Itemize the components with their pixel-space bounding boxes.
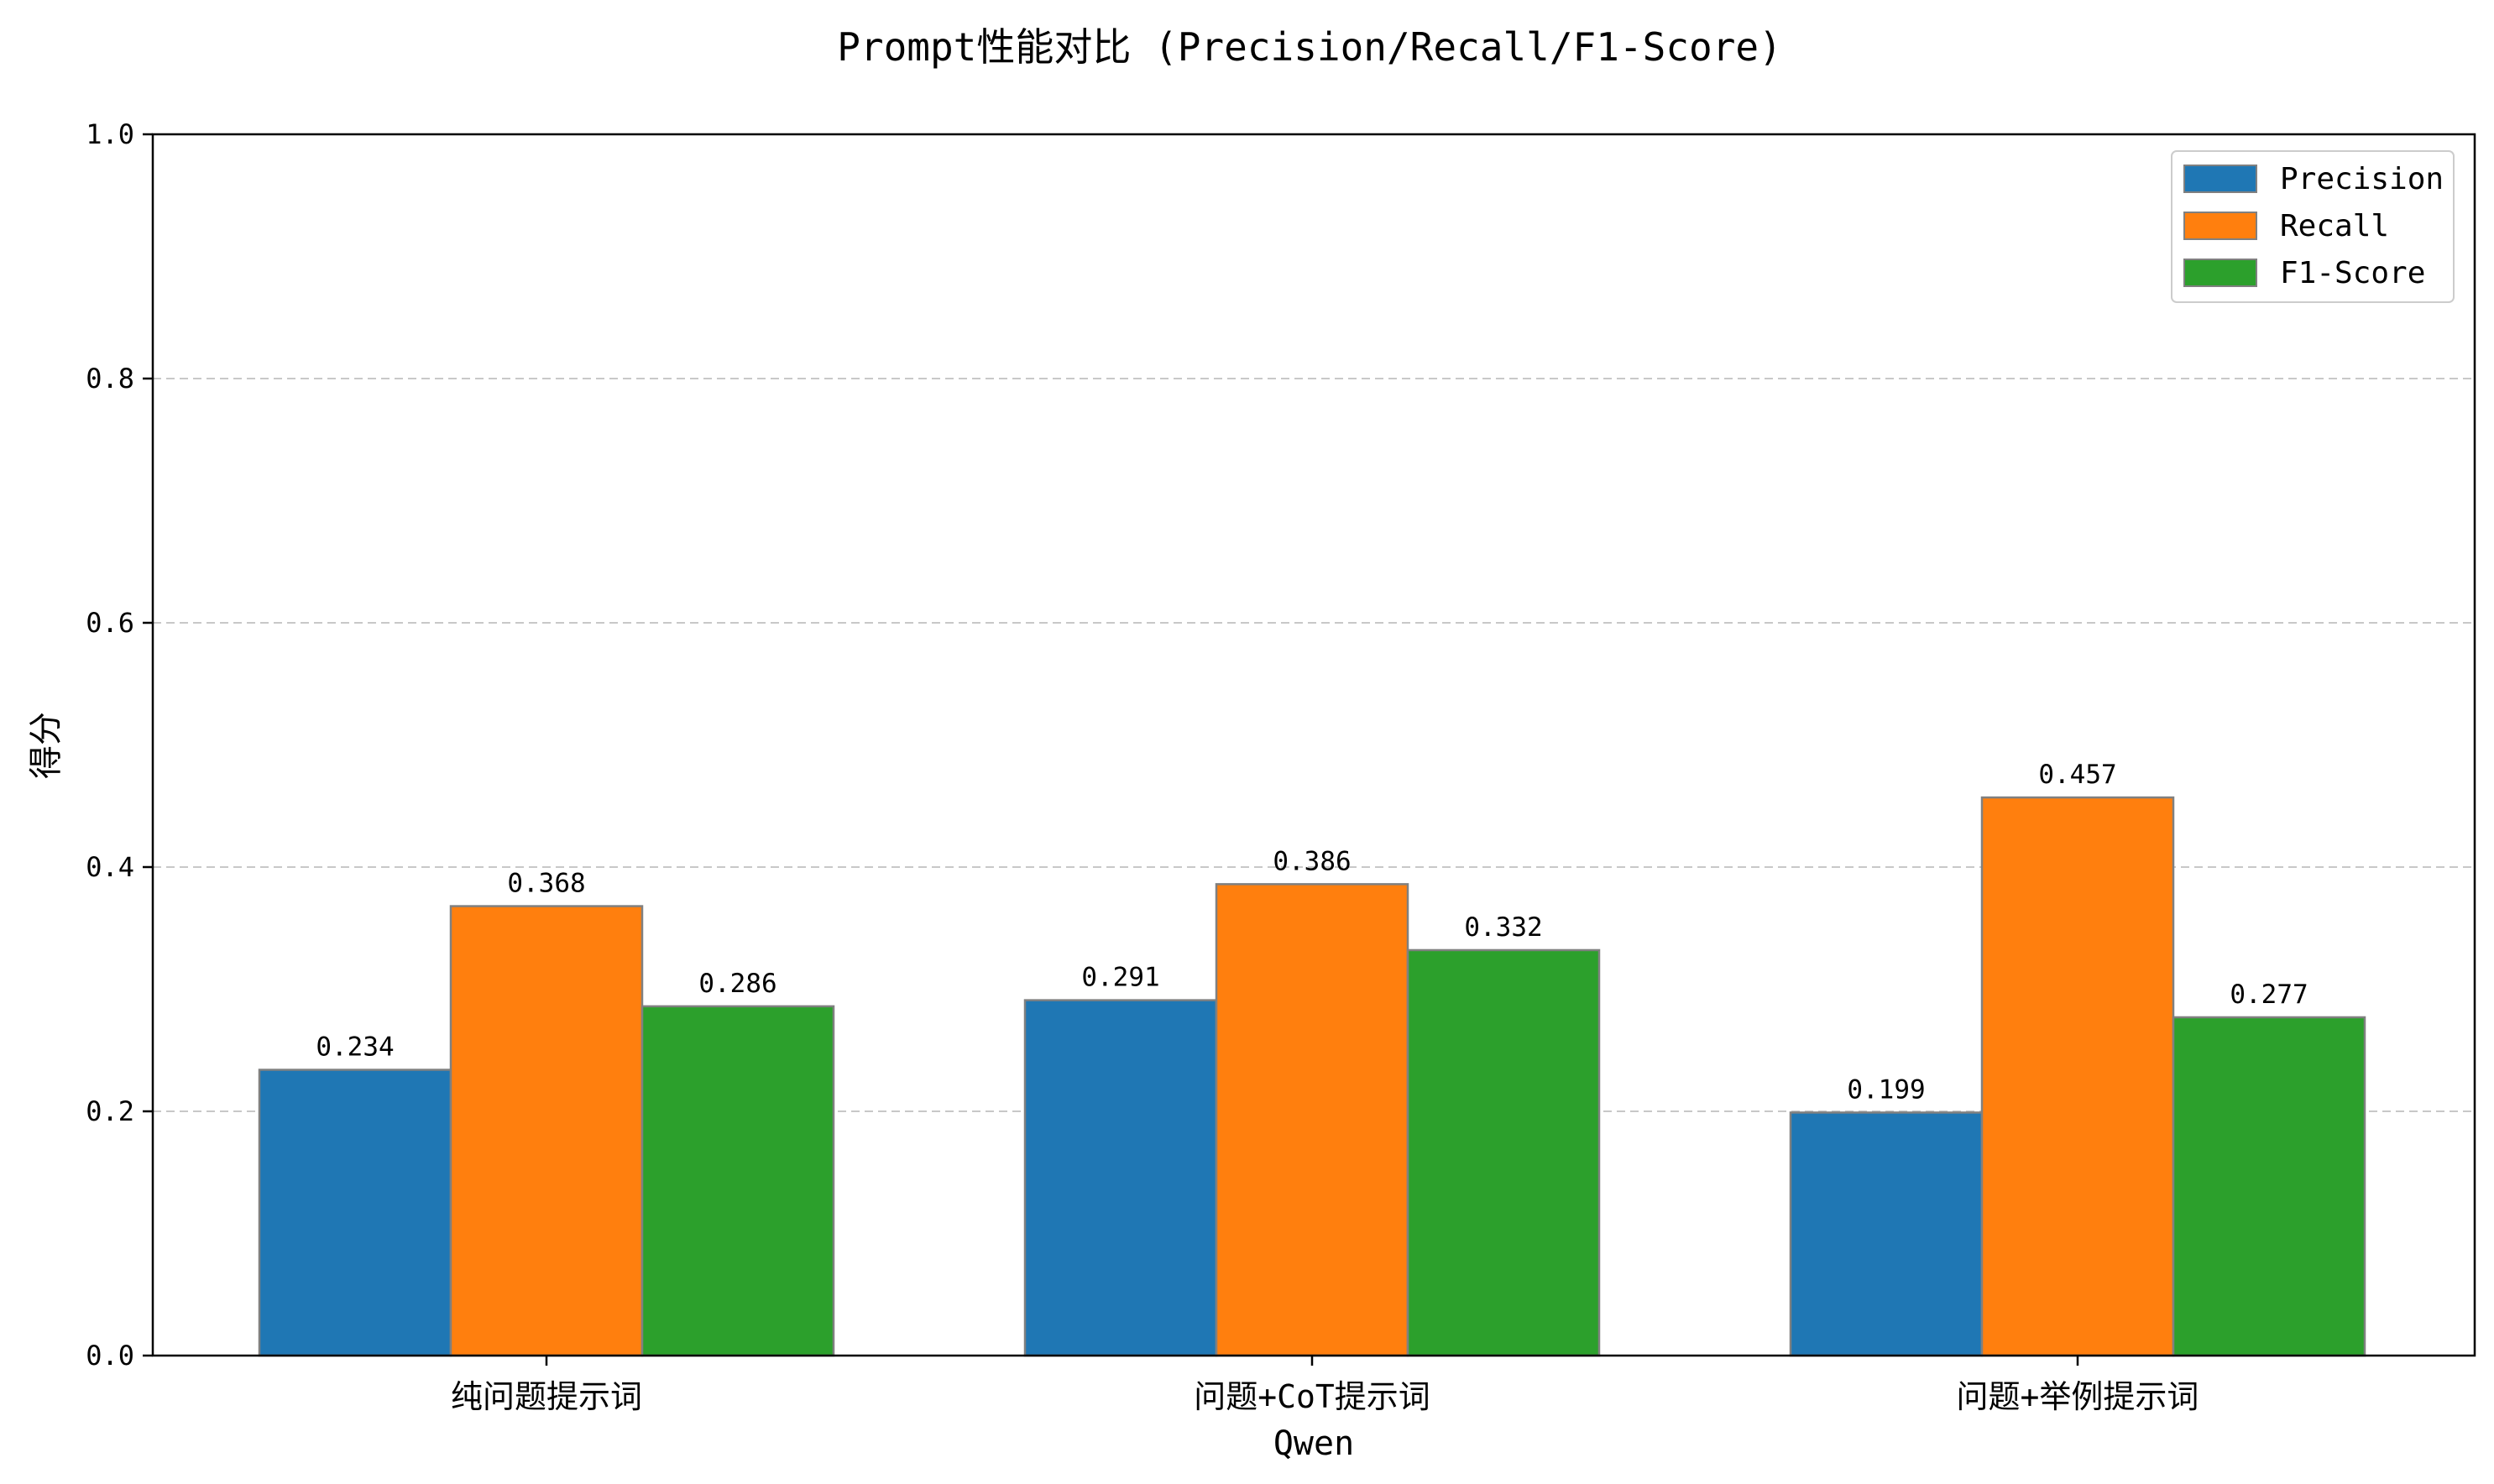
- bars: [258, 796, 2366, 1357]
- plot-frame: [151, 133, 2476, 1357]
- legend-swatch: [2183, 259, 2257, 287]
- legend-label: Precision: [2280, 162, 2444, 196]
- y-tick-label: 0.8: [86, 363, 134, 395]
- data-label: 0.234: [316, 1032, 394, 1063]
- y-tick-label: 0.6: [86, 607, 134, 639]
- legend-swatch: [2183, 165, 2257, 193]
- y-axis-label: 得分: [27, 712, 65, 779]
- data-label: 0.291: [1081, 963, 1159, 993]
- data-labels: 0.234 0.368 0.286 0.291 0.386 0.332 0.199 0.457…: [316, 760, 2308, 1105]
- y-axis: 0.0 0.2 0.4 0.6 0.8 1.0: [86, 118, 153, 1372]
- legend-swatch: [2183, 212, 2257, 240]
- bar-f1-score-1: [1406, 948, 1601, 1357]
- data-label: 0.199: [1847, 1074, 1925, 1105]
- x-axis-label: Qwen: [1273, 1424, 1354, 1463]
- data-label: 0.277: [2230, 980, 2308, 1010]
- bar-recall-0: [449, 905, 644, 1357]
- y-tick-label: 0.0: [86, 1340, 134, 1372]
- chart-title: Prompt性能对比 (Precision/Recall/F1-Score): [837, 24, 1782, 70]
- legend-label: Recall: [2280, 209, 2389, 243]
- bar-f1-score-0: [640, 1005, 835, 1357]
- bar-precision-1: [1023, 999, 1218, 1357]
- x-tick-label: 问题+CoT提示词: [1194, 1378, 1430, 1415]
- x-tick-label: 纯问题提示词: [451, 1378, 642, 1415]
- x-axis: 纯问题提示词 问题+CoT提示词 问题+举例提示词: [451, 1356, 2199, 1415]
- bar-precision-2: [1789, 1111, 1984, 1357]
- data-label: 0.332: [1464, 912, 1542, 943]
- x-tick-label: 问题+举例提示词: [1957, 1378, 2199, 1415]
- data-label: 0.457: [2038, 760, 2116, 790]
- legend-label: F1-Score: [2280, 256, 2425, 290]
- data-label: 0.368: [507, 869, 585, 899]
- bar-f1-score-2: [2172, 1016, 2366, 1357]
- legend: Precision Recall F1-Score: [2171, 150, 2455, 303]
- y-tick-label: 0.4: [86, 851, 134, 883]
- y-tick-label: 1.0: [86, 118, 134, 150]
- bar-recall-2: [1980, 796, 2175, 1357]
- data-label: 0.386: [1273, 846, 1351, 876]
- bar-precision-0: [258, 1069, 452, 1357]
- y-tick-label: 0.2: [86, 1095, 134, 1127]
- data-label: 0.286: [698, 969, 776, 999]
- bar-recall-1: [1215, 883, 1409, 1357]
